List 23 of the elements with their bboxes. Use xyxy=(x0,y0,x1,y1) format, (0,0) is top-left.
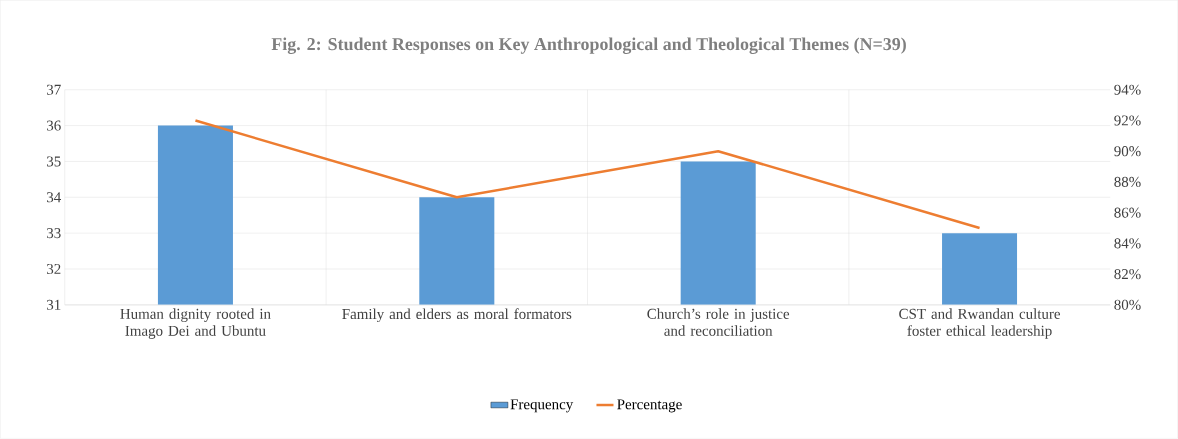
x-tick-label: Human dignity rooted in Imago Dei and Ubuntu xyxy=(120,308,271,340)
y-tick-label: 37 xyxy=(46,84,61,95)
legend-label: Frequency xyxy=(510,399,574,413)
legend-label: Percentage xyxy=(617,399,682,413)
y-tick-label: 34 xyxy=(46,192,61,203)
y2-tick-label: 92% xyxy=(1114,115,1141,126)
y-tick-label: 32 xyxy=(46,264,61,275)
x-tick-label: CST and Rwandan culture foster ethical leadership xyxy=(899,308,1061,340)
y2-tick-label: 84% xyxy=(1114,238,1141,249)
y2-tick-label: 88% xyxy=(1114,177,1141,188)
x-tick-label: Family and elders as moral formators xyxy=(342,308,572,323)
chart-title: Fig. 2: Student Responses on Key Anthropological and Theological Themes (N=39) xyxy=(271,37,906,55)
line-series xyxy=(194,119,981,230)
y2-tick-label: 82% xyxy=(1114,269,1141,280)
x-tick-label: Church’s role in justice and reconciliation xyxy=(647,308,790,337)
y-tick-label: 36 xyxy=(46,120,61,131)
y2-tick-label: 90% xyxy=(1114,146,1141,157)
y-tick-label: 31 xyxy=(46,300,61,311)
y2-tick-label: 94% xyxy=(1114,84,1141,95)
y-tick-label: 35 xyxy=(46,156,61,167)
y-tick-label: 33 xyxy=(46,228,61,239)
y2-tick-label: 86% xyxy=(1114,207,1141,218)
y2-tick-label: 80% xyxy=(1114,299,1141,311)
